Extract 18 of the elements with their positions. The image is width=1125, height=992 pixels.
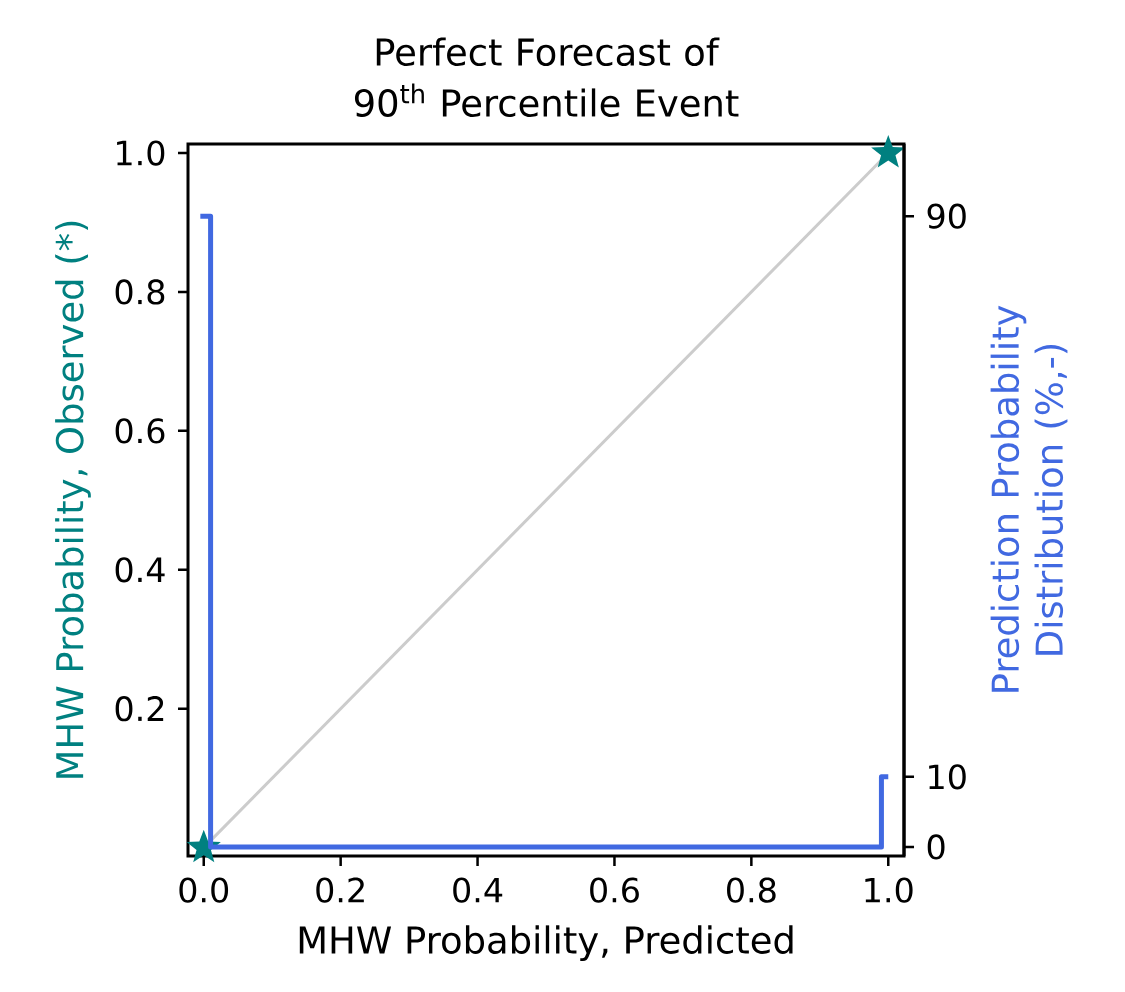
y-tick-label: 1.0 <box>117 140 165 166</box>
chart-title: Perfect Forecast of 90$^{th}$ Percentile Event <box>354 37 739 117</box>
y-tick-label: 0.4 <box>115 557 165 583</box>
y-tick-label: 0.8 <box>115 279 165 305</box>
y2-tick-label: 10 <box>929 764 966 790</box>
y2-tick-label: 90 <box>927 203 966 229</box>
x-tick-label: 1.0 <box>865 877 913 903</box>
y2-tick-label: 0 <box>927 834 945 860</box>
y-tick-label: 0.2 <box>115 696 164 722</box>
x-tick-label: 0.2 <box>316 877 364 903</box>
y2-axis-title: Prediction Probability Distribution (%,-) <box>990 305 1068 692</box>
x-tick-label: 0.8 <box>727 877 776 903</box>
x-axis-title: MHW Probability, Predicted <box>299 925 793 962</box>
x-tick-label: 0.0 <box>179 877 229 903</box>
x-tick-label: 0.6 <box>590 877 639 903</box>
x-tick-label: 0.4 <box>453 877 503 903</box>
y-tick-label: 0.6 <box>115 418 165 444</box>
y-axis-title: MHW Probability, Observed (*) <box>55 221 91 778</box>
